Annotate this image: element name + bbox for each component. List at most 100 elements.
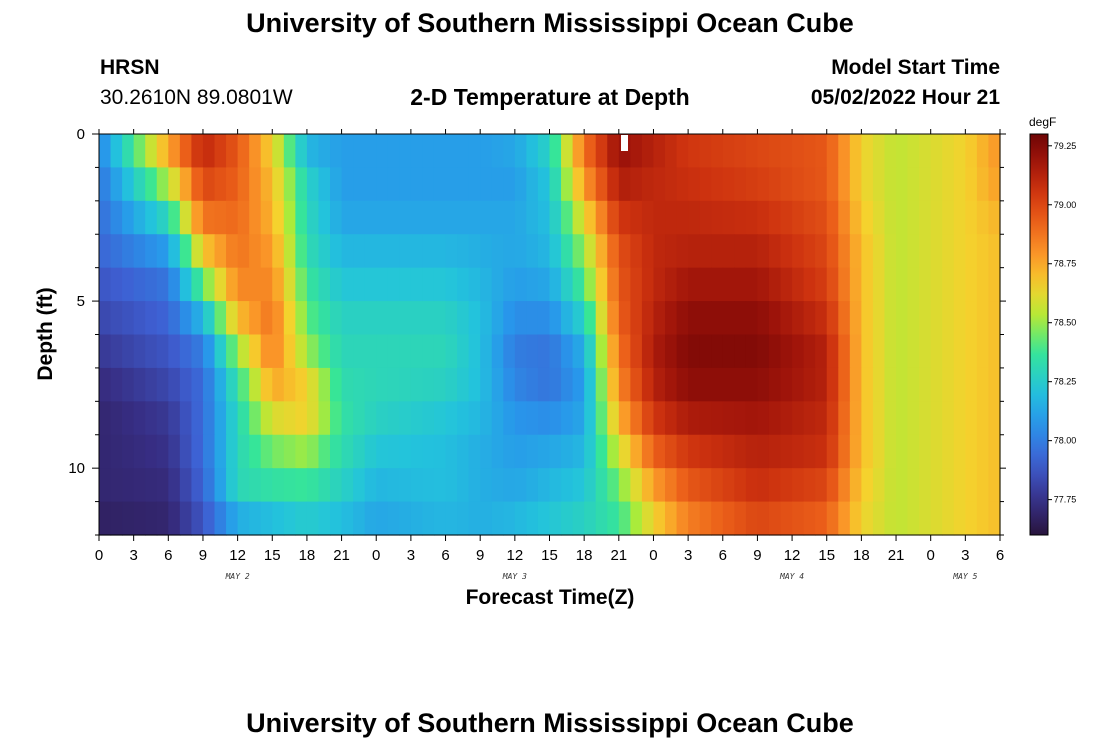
heatmap-cell (445, 200, 458, 235)
heatmap-cell (191, 200, 204, 235)
heatmap-cell (826, 234, 839, 269)
heatmap-cell (665, 334, 678, 369)
heatmap-cell (861, 401, 874, 436)
heatmap-cell (641, 134, 655, 169)
heatmap-cell (872, 401, 886, 436)
heatmap-cell (919, 301, 932, 336)
heatmap-cell (630, 468, 643, 503)
heatmap-cell (826, 134, 839, 169)
heatmap-cell (838, 367, 851, 402)
heatmap-cell (387, 200, 400, 235)
heatmap-cell (410, 367, 424, 402)
heatmap-cell (572, 267, 585, 302)
page-title: University of Southern Mississippi Ocean… (246, 8, 854, 38)
heatmap-cell (838, 501, 851, 536)
heatmap-cell (561, 267, 574, 302)
heatmap-cell (665, 401, 678, 436)
heatmap-cell (896, 468, 909, 503)
heatmap-cell (133, 234, 146, 269)
heatmap-cell (214, 334, 227, 369)
heatmap-cell (283, 501, 296, 536)
heatmap-cell (884, 334, 897, 369)
heatmap-cell (618, 367, 631, 402)
heatmap-cell (768, 401, 782, 436)
heatmap-cell (884, 401, 897, 436)
heatmap-cell (226, 501, 239, 536)
heatmap-cell (122, 167, 135, 202)
heatmap-cell (341, 501, 354, 536)
heatmap-cell (433, 468, 447, 503)
heatmap-cell (919, 468, 932, 503)
heatmap-cell (433, 267, 447, 302)
heatmap-cell (838, 134, 851, 169)
heatmap-cell (896, 234, 909, 269)
heatmap-cell (214, 301, 227, 336)
heatmap-cell (549, 134, 562, 169)
heatmap-cell (353, 334, 366, 369)
heatmap-cell (364, 200, 377, 235)
heatmap-cell (699, 167, 712, 202)
heatmap-cell (641, 434, 655, 469)
heatmap-cell (272, 267, 285, 302)
heatmap-cell (433, 501, 447, 536)
heatmap-cell (849, 167, 862, 202)
heatmap-cell (630, 134, 643, 169)
x-date-label: MAY 4 (779, 572, 804, 581)
heatmap-cell (595, 134, 608, 169)
heatmap-cell (976, 267, 990, 302)
heatmap-cell (607, 367, 620, 402)
x-tick-label: 6 (441, 547, 449, 564)
heatmap-cell (295, 367, 308, 402)
heatmap-cell (422, 134, 435, 169)
heatmap-cell (295, 334, 308, 369)
heatmap-cell (630, 167, 643, 202)
heatmap-cell (849, 301, 862, 336)
heatmap-cell (480, 334, 493, 369)
heatmap-cell (364, 167, 377, 202)
heatmap-cell (561, 367, 574, 402)
heatmap-cell (976, 367, 990, 402)
heatmap-cell (202, 334, 216, 369)
heatmap-cell (249, 200, 262, 235)
heatmap-cell (387, 334, 400, 369)
heatmap-cell (283, 234, 296, 269)
heatmap-cell (988, 434, 1001, 469)
heatmap-cell (595, 434, 608, 469)
heatmap-cell (283, 434, 296, 469)
y-axis: 0 5 10 (68, 126, 1006, 536)
heatmap-cell (745, 501, 759, 536)
x-tick-label: 21 (888, 547, 905, 564)
heatmap-cell (330, 468, 343, 503)
heatmap-cell (364, 134, 377, 169)
heatmap-cell (618, 167, 631, 202)
heatmap-cell (364, 234, 377, 269)
heatmap-cell (156, 167, 169, 202)
heatmap-cell (445, 501, 458, 536)
heatmap-cell (688, 301, 701, 336)
heatmap-cell (110, 234, 123, 269)
heatmap-cell (468, 367, 481, 402)
heatmap-cell (665, 367, 678, 402)
colorbar-tick-label: 78.50 (1054, 318, 1077, 328)
heatmap-cell (641, 334, 655, 369)
heatmap-cell (641, 200, 655, 235)
heatmap-cell (838, 334, 851, 369)
heatmap-cell (237, 234, 250, 269)
x-tick-label: 15 (264, 547, 281, 564)
heatmap-cell (549, 501, 562, 536)
heatmap-cell (433, 401, 447, 436)
heatmap-cell (399, 401, 412, 436)
heatmap-cell (780, 167, 793, 202)
heatmap-cell (711, 301, 724, 336)
heatmap-cell (364, 434, 377, 469)
heatmap-cell (711, 267, 724, 302)
heatmap-cell (260, 267, 273, 302)
heatmap-cell (965, 334, 978, 369)
heatmap-cell (156, 334, 169, 369)
heatmap-cell (734, 301, 747, 336)
heatmap-cell (665, 501, 678, 536)
heatmap-cell (595, 267, 608, 302)
heatmap-cell (226, 234, 239, 269)
heatmap-cell (618, 334, 631, 369)
heatmap-cell (387, 468, 400, 503)
